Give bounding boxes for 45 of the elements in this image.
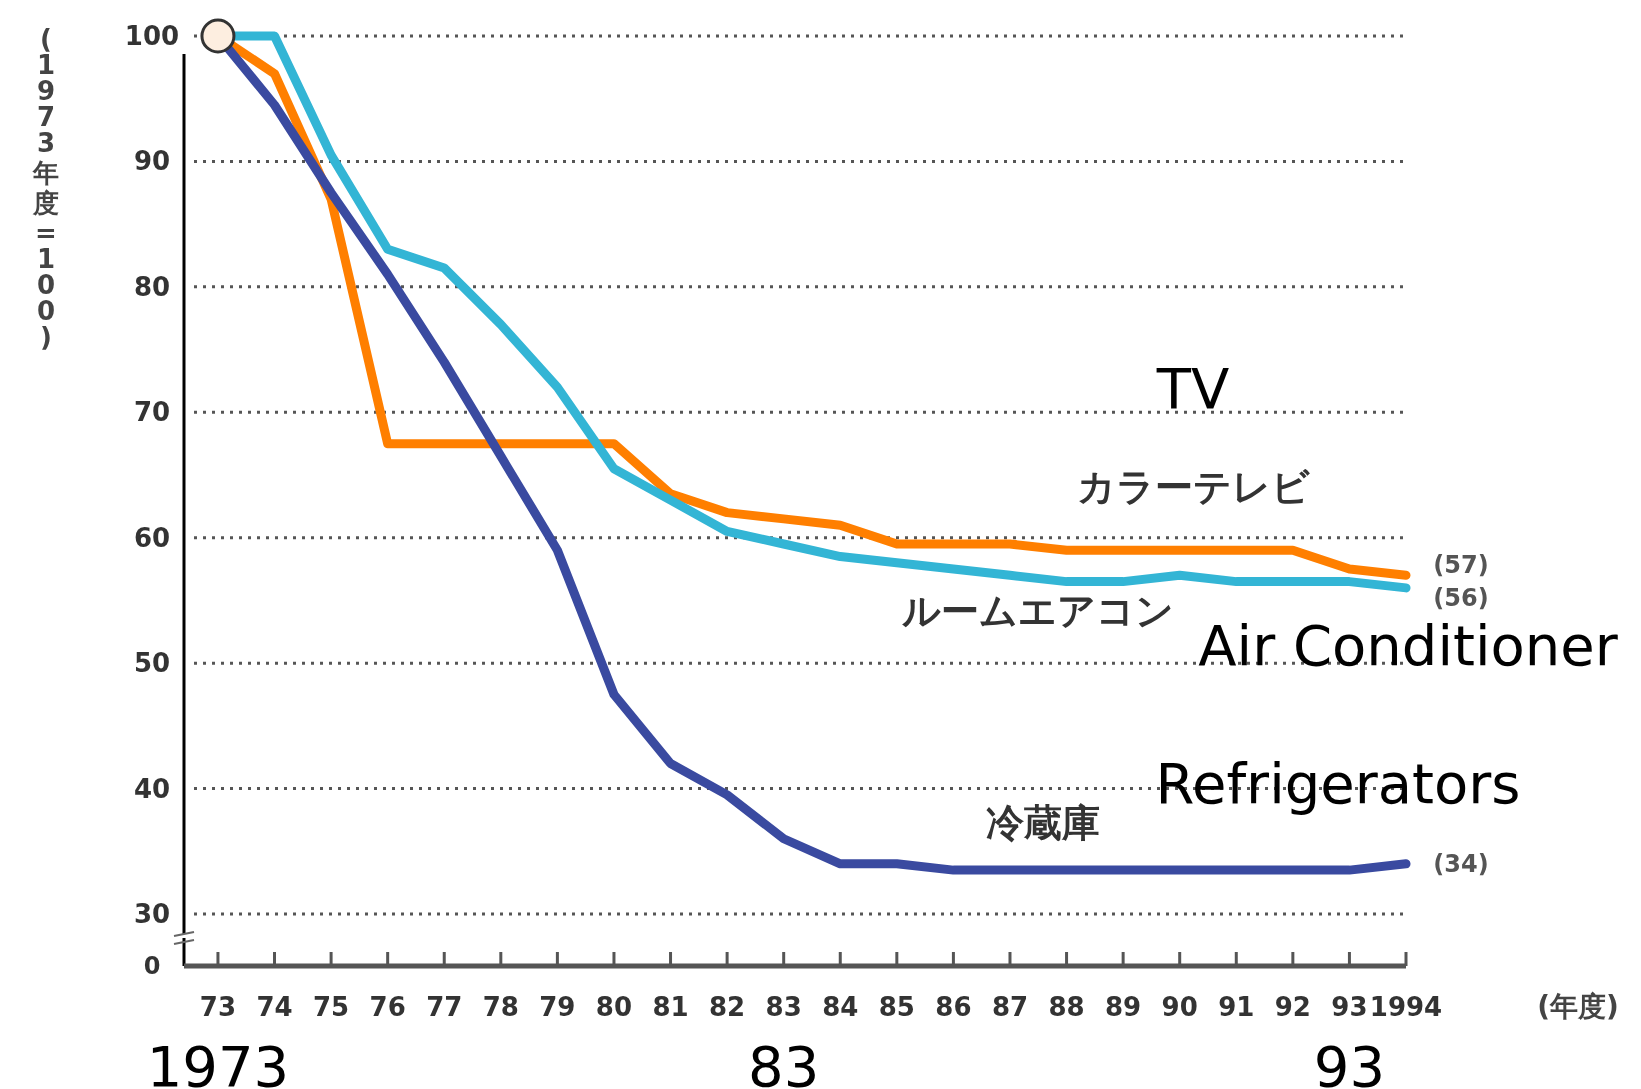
- data-label: (57): [1433, 551, 1489, 580]
- y-tick-label: 50: [133, 648, 171, 679]
- series-label: 冷蔵庫: [986, 801, 1100, 845]
- series-label: カラーテレビ: [1076, 465, 1310, 509]
- annotation: Air Conditioner: [1198, 613, 1619, 678]
- text: 0: [143, 952, 161, 980]
- x-tick-label: 93: [1331, 992, 1368, 1022]
- x-tick-label: 87: [991, 992, 1029, 1022]
- y-tick-label: 80: [133, 271, 171, 302]
- y-tick-label: 90: [133, 146, 171, 177]
- x-tick-label: 80: [595, 992, 633, 1022]
- series-label: ルームエアコン: [902, 589, 1174, 633]
- x-tick-label: 79: [539, 992, 576, 1022]
- x-tick-label: 1994: [1369, 992, 1443, 1022]
- annotation: Refrigerators: [1155, 751, 1521, 816]
- y-tick-label: 60: [133, 522, 171, 553]
- x-tick-label: 81: [652, 992, 689, 1022]
- y-tick-label: 100: [124, 21, 180, 51]
- x-tick-label: 92: [1274, 992, 1311, 1022]
- x-tick-label: 86: [935, 992, 972, 1022]
- x-tick-label: 89: [1105, 992, 1142, 1022]
- text: 83: [748, 1034, 820, 1089]
- x-tick-label: 75: [313, 992, 350, 1022]
- x-tick-label: 90: [1161, 992, 1198, 1022]
- x-tick-label: 83: [765, 992, 802, 1022]
- data-label: (56): [1433, 583, 1489, 612]
- x-tick-label: 73: [199, 992, 237, 1022]
- x-tick-label: 78: [482, 992, 519, 1022]
- text: (1973年度=100): [33, 24, 59, 352]
- x-axis-title: (年度): [1537, 990, 1619, 1023]
- x-tick-label: 82: [709, 992, 746, 1022]
- x-tick-label: 76: [369, 992, 406, 1022]
- x-tick-label: 74: [256, 992, 293, 1022]
- x-tick-label: 77: [426, 992, 463, 1022]
- y-tick-label: 70: [133, 397, 171, 428]
- x-tick-label: 85: [878, 992, 915, 1022]
- x-tick-label: 84: [822, 992, 859, 1022]
- y-tick-label: 40: [133, 773, 171, 804]
- y-tick-label: 30: [133, 899, 171, 929]
- data-label: (34): [1433, 849, 1489, 878]
- x-tick-label: 88: [1048, 992, 1085, 1022]
- annotation: TV: [1155, 356, 1230, 421]
- text: 1973: [146, 1034, 290, 1089]
- x-tick-label: 91: [1218, 992, 1255, 1022]
- text: 93: [1313, 1034, 1386, 1089]
